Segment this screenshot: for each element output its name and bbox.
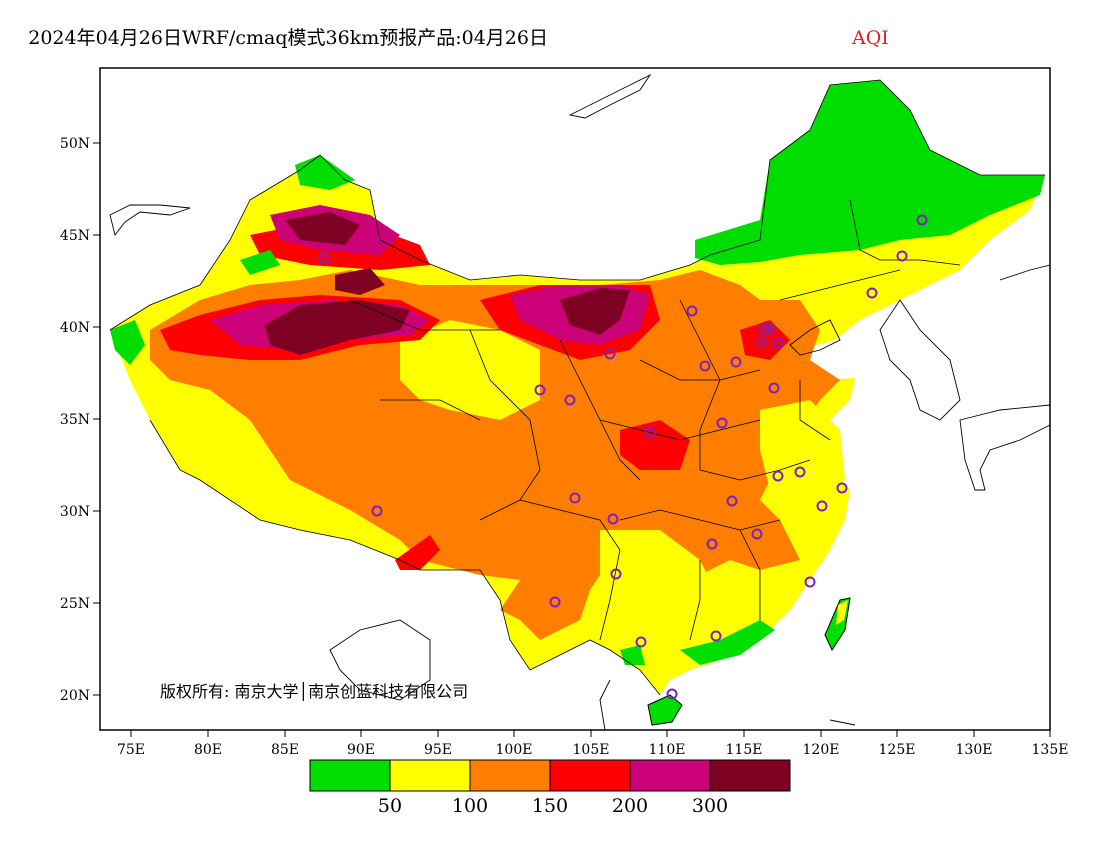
lon-tick-label: 115E — [726, 742, 763, 758]
station-marker — [569, 492, 581, 504]
taiwan-yellow — [836, 600, 848, 625]
lon-axis: 75E 80E 85E 90E 95E 100E 105E 110E 115E … — [117, 730, 1069, 758]
lat-tick-label: 40N — [60, 320, 90, 336]
legend-label: 200 — [612, 795, 648, 817]
lon-tick-label: 95E — [424, 742, 452, 758]
lon-tick-label: 105E — [573, 742, 610, 758]
region-good-green-northeast — [695, 80, 1045, 265]
station-marker — [318, 252, 330, 264]
station-markers — [318, 214, 928, 700]
station-marker — [751, 528, 763, 540]
region-unhealthy-red-southwest — [395, 535, 440, 570]
region-good-yellow-south — [600, 530, 720, 650]
region-good-green-south — [620, 645, 645, 665]
station-marker — [804, 576, 816, 588]
lat-tick-label: 50N — [60, 136, 90, 152]
region-good-green-gd — [680, 620, 775, 665]
lon-tick-label: 75E — [117, 742, 145, 758]
station-marker — [836, 482, 848, 494]
station-marker — [716, 417, 728, 429]
station-marker — [816, 500, 828, 512]
legend-label: 300 — [692, 795, 728, 817]
lat-tick-label: 20N — [60, 688, 90, 704]
station-marker — [564, 394, 576, 406]
legend-label: 50 — [378, 795, 402, 817]
station-marker — [686, 305, 698, 317]
region-unhealthy-red-bj — [740, 320, 790, 360]
station-marker — [794, 466, 806, 478]
station-marker — [604, 348, 616, 360]
lon-tick-label: 100E — [496, 742, 533, 758]
figure-title: 2024年04月26日WRF/cmaq模式36km预报产品:04月26日 — [28, 27, 548, 49]
lat-tick-label: 25N — [60, 596, 90, 612]
station-marker — [635, 636, 647, 648]
station-marker — [699, 360, 711, 372]
variable-label: AQI — [851, 27, 889, 49]
legend-swatch-0 — [309, 759, 391, 792]
legend-swatch-2 — [469, 759, 551, 792]
region-hazardous-maroon-taklamakan — [265, 300, 410, 355]
station-marker — [772, 337, 784, 349]
legend-label: 100 — [452, 795, 488, 817]
station-marker — [764, 323, 776, 335]
station-marker — [371, 505, 383, 517]
station-marker — [772, 470, 784, 482]
lat-axis: 50N 45N 40N 35N 30N 25N 20N — [60, 136, 100, 704]
station-marker — [756, 336, 768, 348]
legend-swatch-5 — [709, 759, 791, 792]
region-unhealthy-red-center — [620, 420, 690, 470]
region-hazardous-maroon-nw — [285, 212, 360, 245]
region-hazardous-maroon-mid — [335, 268, 385, 295]
lon-tick-label: 130E — [956, 742, 993, 758]
station-marker — [730, 356, 742, 368]
lon-tick-label: 90E — [347, 742, 375, 758]
station-marker — [534, 384, 546, 396]
lon-tick-label: 85E — [271, 742, 299, 758]
lat-tick-label: 45N — [60, 228, 90, 244]
station-marker — [710, 630, 722, 642]
region-good-green-west — [110, 320, 145, 365]
lon-tick-label: 110E — [649, 742, 686, 758]
lat-tick-label: 35N — [60, 412, 90, 428]
aqi-legend: 50 100 150 200 300 — [309, 759, 791, 817]
boundary-lines — [109, 79, 1045, 696]
station-marker — [916, 214, 928, 226]
legend-swatch-1 — [389, 759, 471, 792]
lon-tick-label: 125E — [879, 742, 916, 758]
station-marker — [644, 426, 656, 438]
station-marker — [768, 382, 780, 394]
copyright-text: 版权所有: 南京大学│南京创蓝科技有限公司 — [160, 681, 468, 701]
station-marker — [726, 495, 738, 507]
station-marker — [896, 250, 908, 262]
region-good-yellow-east — [760, 400, 845, 500]
station-marker — [549, 596, 561, 608]
legend-swatch-3 — [549, 759, 631, 792]
station-marker — [610, 568, 622, 580]
region-good-green-xj — [295, 155, 355, 190]
hainan-island — [647, 694, 683, 726]
region-hazardous-maroon-n — [560, 288, 630, 335]
station-marker — [706, 538, 718, 550]
foreign-outlines — [109, 73, 1050, 730]
lat-tick-label: 30N — [60, 504, 90, 520]
region-good-green-xj2 — [240, 250, 280, 275]
lon-tick-label: 80E — [194, 742, 222, 758]
station-marker — [866, 287, 878, 299]
map-field — [109, 73, 1050, 730]
legend-label: 150 — [532, 795, 568, 817]
lon-tick-label: 120E — [803, 742, 840, 758]
station-marker — [758, 323, 770, 335]
station-marker — [607, 513, 619, 525]
legend-swatch-4 — [629, 759, 711, 792]
station-marker — [666, 688, 678, 700]
lon-tick-label: 135E — [1032, 742, 1069, 758]
